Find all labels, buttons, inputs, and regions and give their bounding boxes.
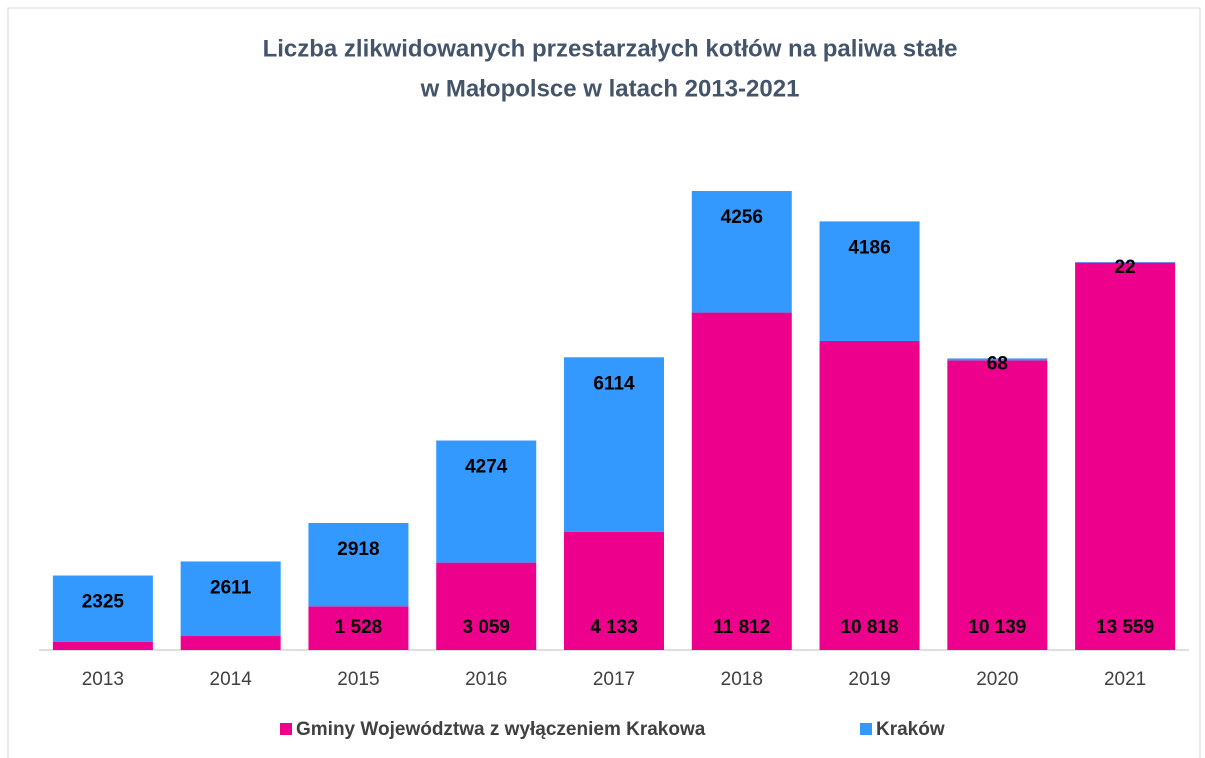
data-label: 3 059 xyxy=(462,617,510,638)
x-tick-label: 2016 xyxy=(465,669,507,690)
bar-segment xyxy=(1075,262,1176,650)
bar-segment xyxy=(691,312,792,650)
bar-segment xyxy=(947,358,1048,361)
bar-segment xyxy=(180,561,281,637)
data-label: 6114 xyxy=(593,373,635,394)
data-label: 11 812 xyxy=(713,617,770,638)
chart-frame xyxy=(7,7,1201,758)
data-label: 68 xyxy=(987,353,1008,374)
data-label: 10 818 xyxy=(840,617,898,638)
bar-segment xyxy=(691,191,792,313)
bar-segment xyxy=(1075,262,1176,263)
chart-title: w Małopolsce w latach 2013-2021 xyxy=(420,75,800,102)
data-label: 4 133 xyxy=(590,617,638,638)
x-tick-label: 2015 xyxy=(337,669,379,690)
data-label: 2611 xyxy=(210,577,252,598)
data-label: 4274 xyxy=(465,457,508,478)
legend-swatch xyxy=(280,723,292,735)
legend-label: Gminy Województwa z wyłączeniem Krakowa xyxy=(296,719,706,740)
x-tick-label: 2021 xyxy=(1104,669,1146,690)
data-label: 2918 xyxy=(337,539,379,560)
bar-segment xyxy=(436,562,537,650)
legend-swatch xyxy=(860,723,872,735)
chart-title: Liczba zlikwidowanych przestarzałych kot… xyxy=(263,35,958,62)
data-label: 22 xyxy=(1115,257,1136,278)
bar-segment xyxy=(819,340,920,650)
bar-segment xyxy=(52,641,153,650)
data-label: 1 528 xyxy=(335,617,383,638)
bar-segment xyxy=(564,357,664,532)
data-label: 4256 xyxy=(721,207,763,228)
bar-segment xyxy=(564,531,664,650)
bar-segment xyxy=(947,360,1048,650)
bar-segment xyxy=(819,221,920,341)
x-tick-label: 2013 xyxy=(82,669,124,690)
bar-segment xyxy=(180,636,281,650)
x-tick-label: 2019 xyxy=(848,669,890,690)
x-tick-label: 2018 xyxy=(721,669,763,690)
legend-label: Kraków xyxy=(876,719,945,740)
x-tick-label: 2020 xyxy=(976,669,1018,690)
data-label: 10 139 xyxy=(968,617,1026,638)
bar-segment xyxy=(308,606,409,650)
data-label: 2325 xyxy=(82,592,125,613)
data-label: 13 559 xyxy=(1096,617,1154,638)
bar-segment xyxy=(436,440,537,563)
bar-segment xyxy=(52,575,153,642)
x-tick-label: 2017 xyxy=(593,669,635,690)
data-label: 4186 xyxy=(848,237,890,258)
x-tick-label: 2014 xyxy=(210,669,253,690)
bar-segment xyxy=(308,522,409,607)
